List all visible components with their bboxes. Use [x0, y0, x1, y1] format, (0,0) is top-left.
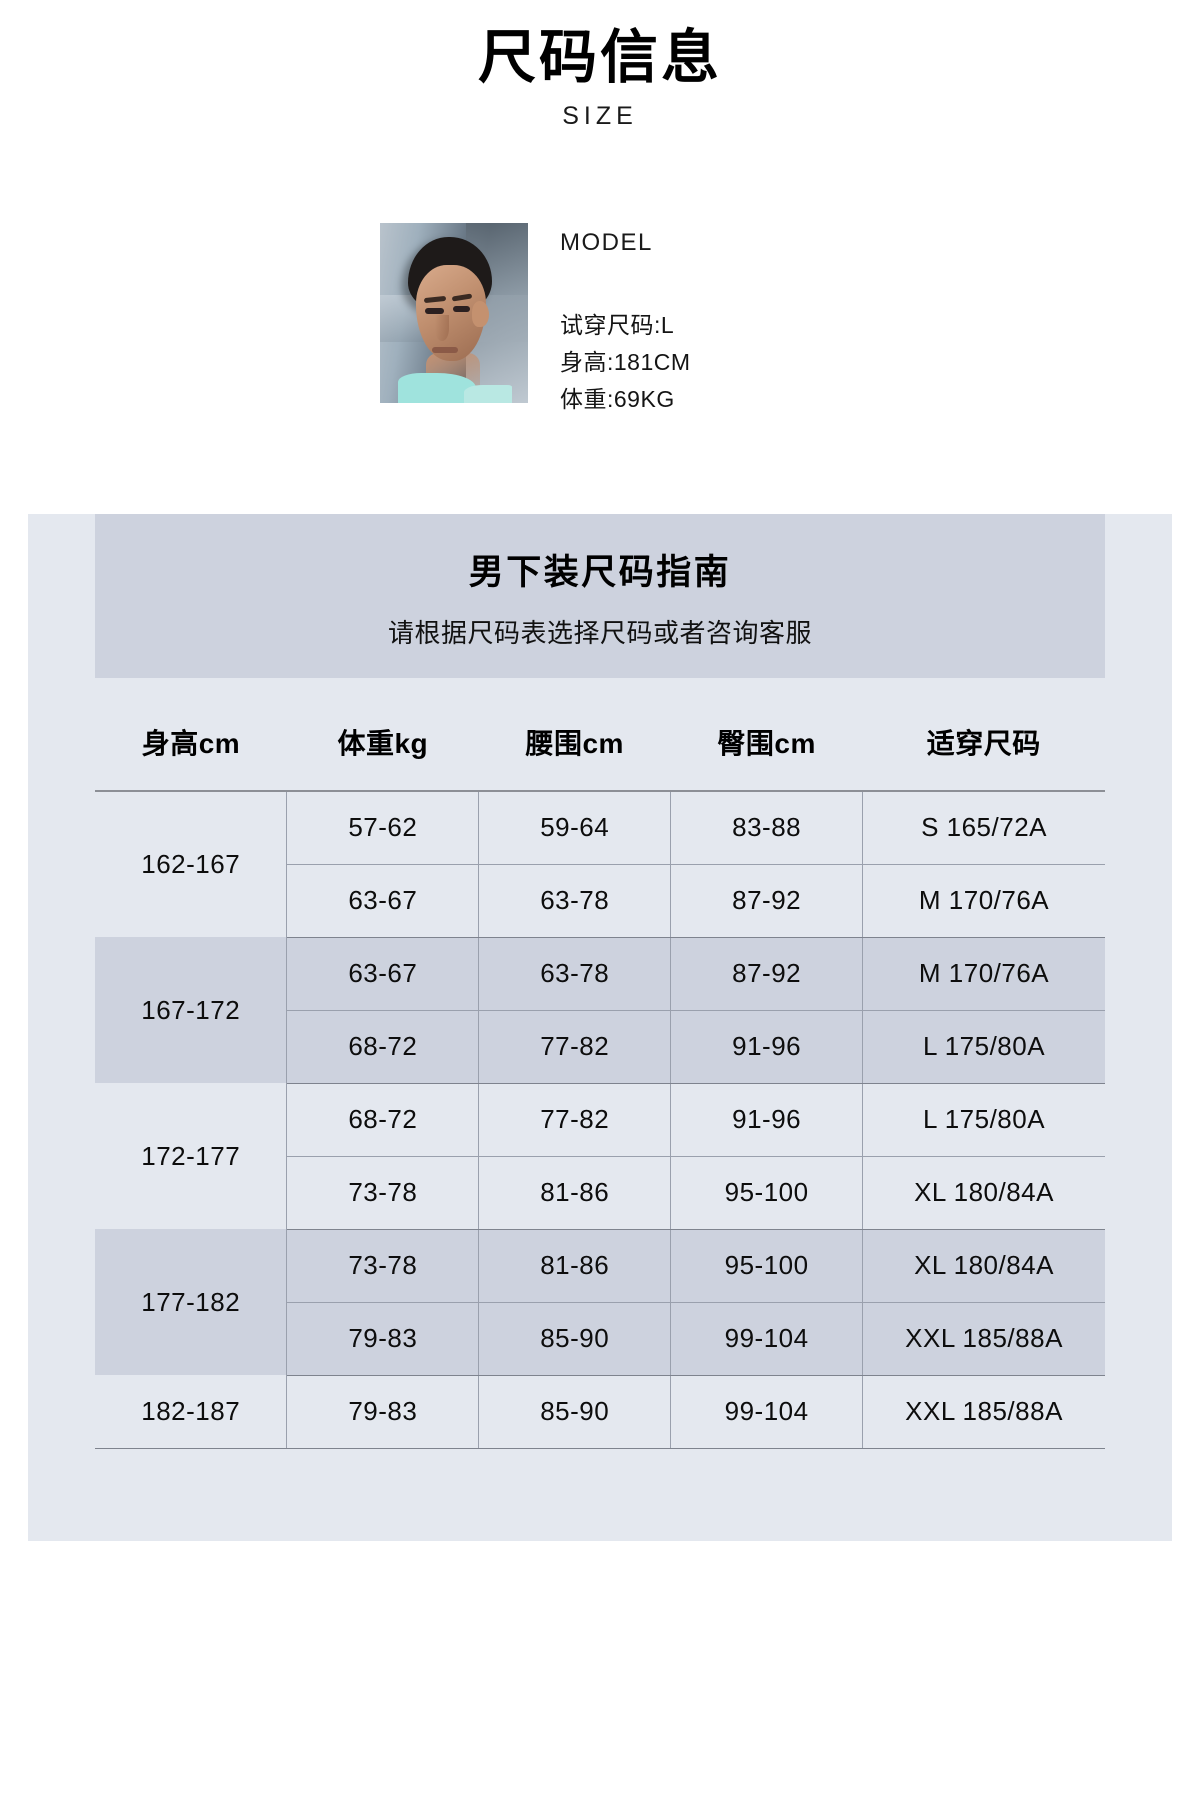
cell-hip: 95-100 — [670, 1229, 864, 1303]
model-try-on-size: 试穿尺码:L — [560, 311, 675, 338]
cell-size: L 175/80A — [862, 1083, 1105, 1157]
cell-height-range: 177-182 — [95, 1229, 288, 1376]
cell-size: XXL 185/88A — [862, 1375, 1105, 1449]
model-eye-left — [425, 307, 444, 314]
cell-height-range: 167-172 — [95, 937, 288, 1084]
size-table-header-row: 身高cm 体重kg 腰围cm 臀围cm 适穿尺码 — [95, 722, 1105, 791]
size-panel: 男下装尺码指南 请根据尺码表选择尺码或者咨询客服 身高cm 体重kg 腰围cm … — [28, 513, 1172, 1541]
cell-weight: 73-78 — [286, 1229, 480, 1303]
cell-weight: 68-72 — [286, 1083, 480, 1157]
model-weight: 体重:69KG — [560, 386, 675, 413]
column-header-hip: 臀围cm — [717, 727, 816, 759]
cell-hip: 91-96 — [670, 1010, 864, 1084]
cell-waist: 85-90 — [478, 1302, 672, 1376]
cell-size: M 170/76A — [862, 864, 1105, 938]
size-table-head: 身高cm 体重kg 腰围cm 臀围cm 适穿尺码 — [95, 722, 1105, 791]
cell-waist: 77-82 — [478, 1010, 672, 1084]
cell-waist: 63-78 — [478, 937, 672, 1011]
model-height: 身高:181CM — [560, 349, 691, 376]
table-row: 172-177 68-72 77-82 91-96 L 175/80A — [95, 1083, 1105, 1230]
size-table: 身高cm 体重kg 腰围cm 臀围cm 适穿尺码 162-167 57-62 59-… — [95, 722, 1105, 1449]
table-row: 167-172 63-67 63-78 87-92 M 170/76A — [95, 937, 1105, 1084]
cell-size: L 175/80A — [862, 1010, 1105, 1084]
model-eye-right — [453, 305, 470, 312]
model-label: MODEL — [560, 228, 653, 256]
model-info: MODEL 试穿尺码:L 身高:181CM 体重:69KG — [560, 223, 820, 419]
cell-hip: 87-92 — [670, 864, 864, 938]
column-header-height: 身高cm — [141, 727, 241, 759]
cell-size: M 170/76A — [862, 937, 1105, 1011]
size-table-body: 162-167 57-62 59-64 83-88 S 165/72A 63-67 63-7… — [95, 790, 1105, 1449]
cell-waist: 63-78 — [478, 864, 672, 938]
cell-waist: 85-90 — [478, 1375, 672, 1449]
column-header-waist: 腰围cm — [525, 727, 624, 759]
cell-size: XXL 185/88A — [862, 1302, 1105, 1376]
model-mouth — [432, 346, 458, 353]
cell-size: XL 180/84A — [862, 1156, 1105, 1230]
cell-weight: 68-72 — [286, 1010, 480, 1084]
page-header: 尺码信息 SIZE — [0, 0, 1200, 131]
cell-weight: 63-67 — [286, 864, 480, 938]
cell-size: S 165/72A — [862, 790, 1105, 865]
size-guide-title: 男下装尺码指南 — [468, 552, 732, 592]
size-guide-subtitle: 请根据尺码表选择尺码或者咨询客服 — [387, 617, 812, 648]
table-row: 79-83 85-90 99-104 XXL 185/88A — [95, 1302, 1105, 1376]
table-row: 162-167 57-62 59-64 83-88 S 165/72A — [95, 790, 1105, 938]
model-section: MODEL 试穿尺码:L 身高:181CM 体重:69KG — [0, 222, 1200, 419]
cell-waist: 77-82 — [478, 1083, 672, 1157]
model-photo — [380, 222, 528, 403]
cell-hip: 91-96 — [670, 1083, 864, 1157]
model-nose — [435, 314, 449, 341]
cell-hip: 99-104 — [670, 1375, 864, 1449]
table-row: 63-67 63-78 87-92 M 170/76A — [95, 864, 1105, 938]
cell-weight: 57-62 — [286, 790, 480, 865]
cell-weight: 73-78 — [286, 1156, 480, 1230]
table-row: 182-187 79-83 85-90 99-104 XXL 185/88A — [95, 1375, 1105, 1449]
cell-waist: 59-64 — [478, 790, 672, 865]
cell-weight: 79-83 — [286, 1375, 480, 1449]
size-panel-header: 男下装尺码指南 请根据尺码表选择尺码或者咨询客服 — [95, 513, 1105, 678]
table-row: 68-72 77-82 91-96 L 175/80A — [95, 1010, 1105, 1084]
page-title: 尺码信息 — [477, 25, 722, 90]
cell-hip: 95-100 — [670, 1156, 864, 1230]
table-row: 177-182 73-78 81-86 95-100 XL 180/84A — [95, 1229, 1105, 1376]
cell-weight: 79-83 — [286, 1302, 480, 1376]
cell-height-range: 182-187 — [95, 1375, 288, 1449]
cell-height-range: 162-167 — [95, 790, 288, 938]
cell-waist: 81-86 — [478, 1156, 672, 1230]
page-subtitle: SIZE — [562, 101, 638, 130]
column-header-size: 适穿尺码 — [926, 727, 1041, 759]
cell-size: XL 180/84A — [862, 1229, 1105, 1303]
cell-hip: 83-88 — [670, 790, 864, 865]
model-shirt — [398, 372, 476, 403]
cell-waist: 81-86 — [478, 1229, 672, 1303]
model-ear — [472, 300, 489, 327]
cell-weight: 63-67 — [286, 937, 480, 1011]
model-shirt-strap — [464, 384, 512, 403]
cell-height-range: 172-177 — [95, 1083, 288, 1230]
table-row: 73-78 81-86 95-100 XL 180/84A — [95, 1156, 1105, 1230]
cell-hip: 99-104 — [670, 1302, 864, 1376]
cell-hip: 87-92 — [670, 937, 864, 1011]
column-header-weight: 体重kg — [337, 727, 429, 759]
